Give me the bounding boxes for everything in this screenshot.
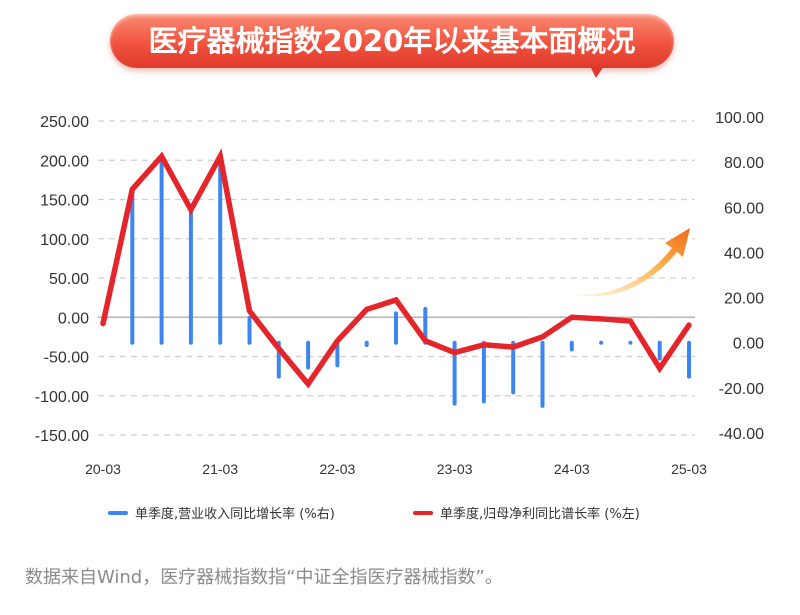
- left-axis-tick: 200.00: [40, 153, 89, 170]
- left-axis-tick: -100.00: [35, 389, 89, 406]
- right-axis-tick: 60.00: [724, 200, 764, 217]
- x-axis-tick: 21-03: [202, 461, 238, 477]
- left-axis-tick: 100.00: [40, 232, 89, 249]
- x-axis-tick: 22-03: [319, 461, 355, 477]
- right-axis-tick: 20.00: [724, 291, 764, 308]
- chart-title: 医疗器械指数2020年以来基本面概况: [148, 24, 636, 58]
- right-axis-tick: -40.00: [719, 426, 764, 443]
- legend-item-revenue[interactable]: 单季度,营业收入同比增长率 (%右): [108, 503, 335, 522]
- right-axis-tick: -20.00: [719, 381, 764, 398]
- right-axis-tick: 100.00: [715, 110, 764, 127]
- profit-line[interactable]: [100, 148, 692, 389]
- legend-item-profit[interactable]: 单季度,归母净利同比谱长率 (%左): [413, 503, 640, 522]
- title-banner: 医疗器械指数2020年以来基本面概况: [110, 14, 674, 78]
- source-footnote: 数据来自Wind，医疗器械指数指“中证全指医疗器械指数”。: [25, 567, 503, 588]
- left-axis-tick: 250.00: [40, 114, 89, 131]
- left-axis-tick: 50.00: [49, 271, 89, 288]
- left-axis-tick: 0.00: [58, 310, 89, 327]
- x-axis-tick: 23-03: [437, 461, 473, 477]
- right-axis-tick: 40.00: [724, 245, 764, 262]
- x-axis-tick: 20-03: [85, 461, 121, 477]
- legend-swatch-red: [413, 510, 433, 515]
- legend-label: 单季度,营业收入同比增长率 (%右): [135, 507, 335, 522]
- right-axis-tick: 80.00: [724, 155, 764, 172]
- x-axis-tick: 24-03: [554, 461, 590, 477]
- growth-arrow-icon: [570, 228, 690, 297]
- legend-label: 单季度,归母净利同比谱长率 (%左): [440, 507, 640, 522]
- chart-area: 250.00 200.00 150.00 100.00 50.00 0.00 -50.00 -…: [35, 110, 764, 477]
- x-axis-tick: 25-03: [671, 461, 707, 477]
- left-axis-tick: -50.00: [44, 350, 89, 367]
- legend-swatch-blue: [108, 510, 128, 515]
- right-axis-tick: 0.00: [733, 336, 764, 353]
- left-axis-tick: -150.00: [35, 428, 89, 445]
- left-axis-tick: 150.00: [40, 193, 89, 210]
